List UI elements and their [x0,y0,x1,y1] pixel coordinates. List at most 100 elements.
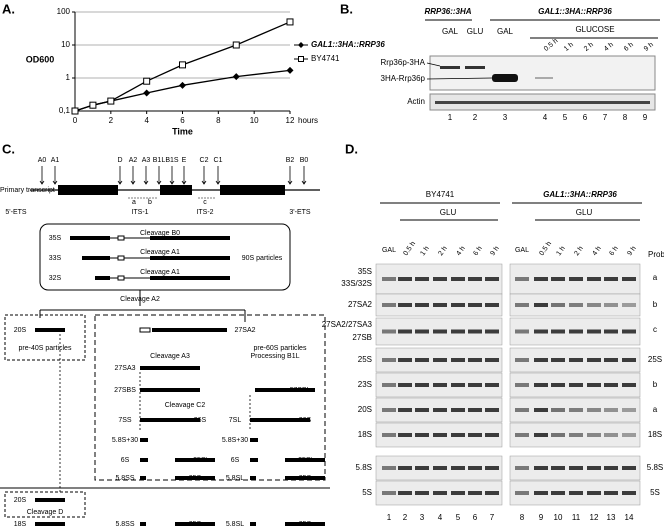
box [35,522,65,526]
band [515,277,529,281]
diagram-label: 32S [49,275,62,282]
column-label: GAL [382,247,396,254]
panel-label: D. [345,141,358,156]
band [569,408,583,412]
column-label: 9 h [626,245,637,257]
row-label: 23S [358,380,372,389]
band [534,303,548,307]
band [451,466,465,470]
lane-label: GLU [467,27,484,36]
band [433,408,447,412]
band [622,433,636,437]
band [451,408,465,412]
box [220,185,285,195]
arrow [181,166,187,185]
diagram-label: Cleavage D [27,509,64,516]
band [451,277,465,281]
band [622,358,636,362]
diagram-label: a [132,199,136,206]
diagram-label: Cleavage A1 [140,269,180,276]
point [143,89,151,97]
diagram-label: 20S [14,327,27,334]
line [426,77,493,80]
diagram-label: B0 [300,157,309,164]
band [551,491,565,495]
lane-label: GAL [442,27,459,36]
box [150,276,230,280]
box [175,458,215,462]
panel-label: A. [2,1,15,16]
lane-number: 4 [543,113,548,122]
band [382,303,396,307]
row-label: 27SA2 [348,300,373,309]
row-label: Rrp36p-3HA [381,58,426,67]
column-label: 0.5 h [402,240,417,257]
legend-marker [298,42,304,48]
diagram-label: A3 [142,157,151,164]
box [150,236,230,240]
band [622,277,636,281]
band [587,303,601,307]
diagram-label: 27SA3 [114,365,135,372]
band [569,277,583,281]
column-label: 2 h [573,245,584,257]
band [382,466,396,470]
band [485,358,499,362]
arrow [117,166,123,185]
column-label: 4 h [455,245,466,257]
band [622,303,636,307]
y-tick-label: 1 [66,73,71,82]
y-axis-label: OD600 [26,54,55,64]
box [140,438,148,442]
band [534,358,548,362]
diagram-label: 27SA2 [234,327,255,334]
band [485,303,499,307]
band [465,66,485,69]
arrow [301,166,307,185]
series-line [74,69,291,112]
band [468,408,482,412]
diagram-label: 33S [49,255,62,262]
arrow [169,166,175,185]
column-label: 0.5 h [538,240,553,257]
band [398,277,412,281]
lane-number: 6 [473,513,478,522]
band [569,329,583,334]
diagram-label: B1S [165,157,179,164]
box [175,522,215,526]
time-label: 0.5 h [543,38,560,53]
lane-number: 2 [403,513,408,522]
panel-label: C. [2,141,15,156]
probe-label: 5S [650,488,660,497]
band [515,383,529,387]
band [398,329,412,334]
diagram-label: Processing B1L [250,353,299,360]
row-label: Actin [407,97,425,106]
box [140,476,146,480]
band [451,303,465,307]
x-tick-label: 10 [250,116,259,125]
row-label: 27SB [352,333,372,342]
band [382,329,396,334]
band [551,383,565,387]
band [515,408,529,412]
diagram-label: ITS-2 [196,209,213,216]
arrow [130,166,136,185]
probe-header: Probe [648,250,664,259]
band [534,491,548,495]
lane-number: 9 [643,113,648,122]
diagram-label: 20S [14,497,27,504]
arrow [39,166,45,185]
point [107,97,115,105]
band [451,329,465,334]
band [382,383,396,387]
diagram-label: B2 [286,157,295,164]
band [468,329,482,334]
diagram-label: pre-60S particles [254,345,307,352]
glu-label: GLU [440,208,457,217]
x-tick-label: 12 [286,116,295,125]
band [515,329,529,334]
column-label: 4 h [591,245,602,257]
band [604,491,618,495]
band [587,433,601,437]
